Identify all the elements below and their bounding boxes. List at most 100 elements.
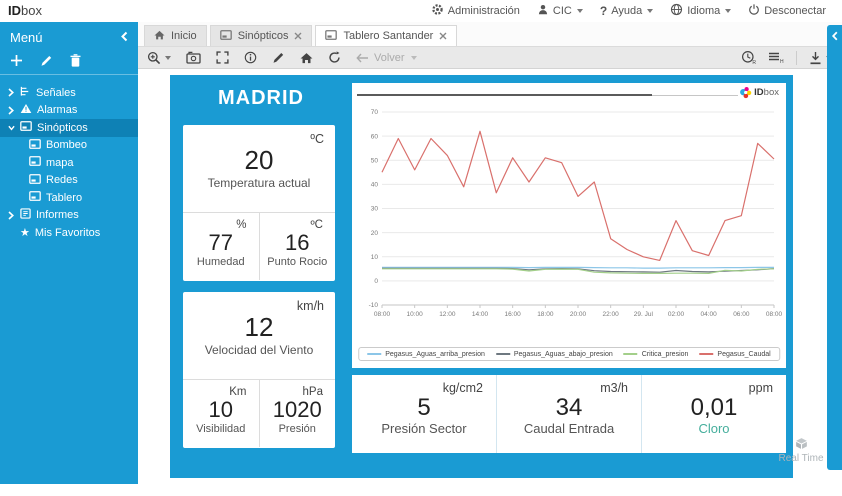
svg-text:70: 70	[371, 109, 379, 116]
history-clock-button[interactable]: R	[741, 50, 756, 65]
tree-label: Redes	[46, 174, 78, 187]
logout-menu-item[interactable]: Desconectar	[748, 3, 826, 19]
right-panel-collapse[interactable]	[827, 25, 842, 470]
visibility-cell: Km 10 Visibilidad	[183, 380, 259, 447]
wind-label: Velocidad del Viento	[204, 343, 314, 357]
svg-text:02:00: 02:00	[668, 311, 685, 318]
realtime-label: Real Time	[778, 453, 824, 464]
tab-label: Inicio	[171, 30, 197, 42]
snapshot-button[interactable]	[186, 51, 201, 64]
legend-item[interactable]: Pegasus_Aguas_abajo_presion	[495, 351, 613, 358]
tree-item-mapa[interactable]: mapa	[0, 154, 138, 172]
sidebar: Menú Señales Alarmas Sinópticos Bombeo	[0, 22, 138, 484]
chevron-down-icon[interactable]	[8, 125, 15, 131]
chlorine-label: Cloro	[698, 421, 730, 436]
help-label: Ayuda	[611, 5, 643, 17]
tree-item-informes[interactable]: Informes	[0, 207, 138, 225]
tree-label: Mis Favoritos	[34, 226, 101, 239]
power-icon	[748, 3, 760, 19]
tab-tablero-santander[interactable]: Tablero Santander	[315, 25, 458, 46]
sidebar-collapse-icon[interactable]	[120, 30, 129, 45]
svg-text:22:00: 22:00	[603, 311, 620, 318]
legend-item[interactable]: Pegasus_Aguas_arriba_presion	[367, 351, 485, 358]
tree-item-tablero[interactable]: Tablero	[0, 189, 138, 207]
tree-item-bombeo[interactable]: Bombeo	[0, 137, 138, 155]
chart-range-bar[interactable]	[357, 94, 652, 96]
fullscreen-button[interactable]	[216, 51, 229, 64]
pressure-unit: hPa	[302, 386, 323, 398]
svg-text:H: H	[780, 59, 784, 64]
info-button[interactable]	[244, 51, 257, 64]
dewpoint-unit: ºC	[310, 219, 323, 231]
chevron-right-icon[interactable]	[8, 211, 15, 220]
zoom-button[interactable]	[147, 51, 171, 65]
caret-down-icon	[576, 9, 583, 13]
alarm-icon	[20, 103, 32, 117]
tab-sinopticos[interactable]: Sinópticos	[209, 25, 313, 46]
svg-text:10: 10	[371, 254, 379, 261]
add-button[interactable]	[10, 54, 23, 67]
pressure-cell: hPa 1020 Presión	[258, 380, 336, 447]
temperature-unit: ºC	[310, 132, 324, 146]
admin-menu-item[interactable]: Administración	[431, 3, 520, 19]
humidity-value: 77	[208, 230, 233, 255]
language-menu-item[interactable]: Idioma	[670, 3, 732, 19]
admin-label: Administración	[447, 5, 520, 17]
svg-text:60: 60	[371, 133, 379, 140]
tree-label: Sinópticos	[37, 121, 88, 134]
close-icon[interactable]	[439, 32, 447, 40]
tab-inicio[interactable]: Inicio	[144, 25, 207, 46]
sector-pressure-label: Presión Sector	[381, 421, 467, 436]
synoptic-icon	[29, 191, 41, 204]
home-button[interactable]	[300, 52, 313, 64]
visibility-unit: Km	[229, 386, 247, 398]
legend-label: Pegasus_Caudal	[717, 350, 771, 358]
chevron-right-icon[interactable]	[8, 106, 15, 115]
tree-item-sinopticos[interactable]: Sinópticos	[0, 119, 138, 137]
caret-down-icon	[165, 55, 171, 60]
metrics-row: kg/cm2 5 Presión Sector m3/h 34 Caudal E…	[352, 375, 786, 453]
edit-button[interactable]	[272, 51, 285, 64]
gear-icon	[431, 3, 444, 19]
tree-item-senales[interactable]: Señales	[0, 84, 138, 102]
tree-label: Bombeo	[46, 139, 87, 152]
dewpoint-cell: ºC 16 Punto Rocio	[258, 213, 336, 280]
sector-pressure-unit: kg/cm2	[442, 381, 483, 395]
chart-range-track[interactable]	[652, 94, 738, 96]
back-label: Volver	[374, 51, 405, 64]
tree-item-favoritos[interactable]: ★ Mis Favoritos	[0, 224, 138, 242]
user-menu-item[interactable]: CIC	[537, 3, 583, 19]
delete-button[interactable]	[70, 54, 81, 67]
realtime-watermark: Real Time	[772, 437, 830, 464]
chevron-left-icon	[831, 31, 837, 41]
svg-text:08:00: 08:00	[374, 311, 391, 318]
chlorine-cell: ppm 0,01 Cloro	[641, 375, 786, 453]
legend-item[interactable]: Critica_presion	[623, 351, 688, 358]
app-logo-light: box	[21, 3, 42, 18]
logout-label: Desconectar	[764, 5, 826, 17]
back-button[interactable]: Volver	[356, 52, 417, 64]
legend-item[interactable]: Pegasus_Caudal	[699, 350, 771, 358]
svg-text:-10: -10	[369, 302, 379, 309]
list-button[interactable]: H	[768, 51, 784, 64]
tree-item-redes[interactable]: Redes	[0, 172, 138, 190]
inflow-unit: m3/h	[600, 381, 628, 395]
toolbar-separator	[796, 50, 797, 65]
refresh-button[interactable]	[328, 51, 341, 64]
chart-legend: Pegasus_Aguas_arriba_presion Pegasus_Agua…	[358, 347, 780, 361]
tree-label: mapa	[46, 156, 74, 169]
caret-down-icon	[647, 9, 654, 13]
dewpoint-value: 16	[285, 230, 310, 255]
chevron-right-icon[interactable]	[8, 88, 15, 97]
help-menu-item[interactable]: ? Ayuda	[600, 4, 654, 18]
visibility-value: 10	[208, 397, 233, 422]
svg-text:0: 0	[374, 278, 378, 285]
tree-item-alarmas[interactable]: Alarmas	[0, 102, 138, 120]
user-label: CIC	[552, 5, 572, 17]
language-label: Idioma	[687, 5, 721, 17]
app-logo-bold: ID	[8, 3, 21, 18]
close-icon[interactable]	[294, 32, 302, 40]
svg-text:10:00: 10:00	[407, 311, 424, 318]
idbox-chart-logo: IDbox	[739, 86, 779, 99]
edit-button[interactable]	[40, 54, 53, 67]
